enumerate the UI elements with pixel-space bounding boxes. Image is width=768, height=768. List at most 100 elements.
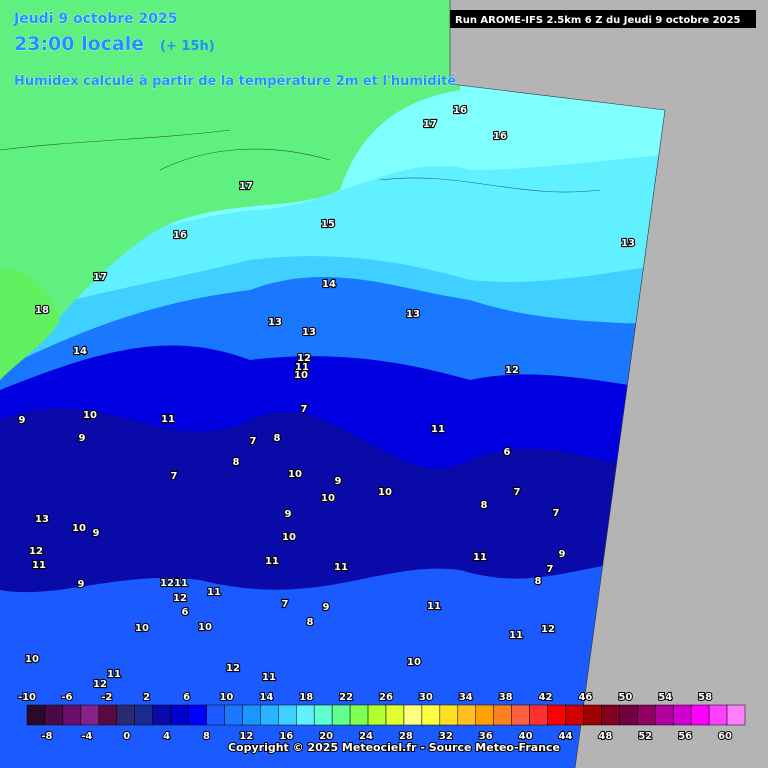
scale-label-bottom: 0 xyxy=(123,731,130,742)
contour-label: 10 xyxy=(25,654,39,665)
scale-label-bottom: 4 xyxy=(163,731,170,742)
contour-label: 11 xyxy=(174,578,188,589)
scale-swatch xyxy=(475,704,494,726)
scale-swatch xyxy=(457,704,476,726)
scale-label-top: -10 xyxy=(18,692,36,703)
scale-label-top: 46 xyxy=(578,692,592,703)
scale-label-top: 10 xyxy=(219,692,233,703)
scale-swatch xyxy=(331,704,351,726)
contour-label: 8 xyxy=(233,457,240,468)
contour-label: 17 xyxy=(423,119,437,130)
contour-label: 15 xyxy=(321,219,335,230)
contour-label: 11 xyxy=(473,552,487,563)
contour-label: 16 xyxy=(173,230,187,241)
contour-label: 8 xyxy=(535,576,542,587)
scale-label-bottom: 32 xyxy=(439,731,453,742)
contour-label: 11 xyxy=(334,562,348,573)
scale-label-bottom: 8 xyxy=(203,731,210,742)
contour-label: 8 xyxy=(481,500,488,511)
color-scale: -10 -6 -2 2 6 10 14 18 22 26 30 34 38 42 46 50 54 58-8 -4 0… xyxy=(17,691,746,743)
scale-swatch xyxy=(62,704,82,726)
scale-label-bottom: 48 xyxy=(598,731,612,742)
contour-label: 10 xyxy=(282,532,296,543)
scale-swatch xyxy=(385,704,405,726)
scale-label-bottom: 28 xyxy=(399,731,413,742)
scale-label-bottom: -8 xyxy=(41,731,52,742)
contour-label: 10 xyxy=(83,410,97,421)
scale-swatch xyxy=(242,704,261,726)
scale-swatch xyxy=(134,704,153,726)
contour-label: 10 xyxy=(378,487,392,498)
contour-label: 12 xyxy=(297,353,311,364)
contour-label: 13 xyxy=(35,514,49,525)
scale-swatch xyxy=(726,704,746,726)
scale-label-bottom: 52 xyxy=(638,731,652,742)
contour-label: 16 xyxy=(493,131,507,142)
scale-swatch xyxy=(547,704,566,726)
time: 23:00 locale xyxy=(14,33,144,55)
scale-swatch xyxy=(116,704,135,726)
contour-label: 13 xyxy=(621,238,635,249)
scale-swatch xyxy=(313,704,333,726)
contour-label: 10 xyxy=(294,370,308,381)
contour-label: 12 xyxy=(541,624,555,635)
contour-label: 10 xyxy=(198,622,212,633)
scale-swatch xyxy=(367,704,387,726)
contour-label: 14 xyxy=(322,279,336,290)
contour-label: 11 xyxy=(32,560,46,571)
contour-label: 13 xyxy=(406,309,420,320)
contour-label: 11 xyxy=(161,414,175,425)
contour-label: 11 xyxy=(207,587,221,598)
scale-label-bottom: -4 xyxy=(81,731,92,742)
scale-swatch xyxy=(529,704,548,726)
contour-label: 11 xyxy=(509,630,523,641)
contour-label: 7 xyxy=(171,471,178,482)
contour-label: 11 xyxy=(427,601,441,612)
contour-label: 12 xyxy=(173,593,187,604)
contour-label: 9 xyxy=(559,549,566,560)
scale-swatch xyxy=(296,704,315,726)
contour-label: 7 xyxy=(553,508,560,519)
scale-swatch xyxy=(583,704,602,726)
scale-label-bottom: 36 xyxy=(479,731,493,742)
scale-swatch xyxy=(170,704,189,726)
scale-label-bottom: 16 xyxy=(279,731,293,742)
contour-label: 10 xyxy=(72,523,86,534)
scale-swatch xyxy=(493,704,512,726)
scale-label-top: 26 xyxy=(379,692,393,703)
contour-label: 9 xyxy=(78,579,85,590)
scale-swatch xyxy=(224,704,243,726)
contour-label: 9 xyxy=(285,509,292,520)
contour-label: 7 xyxy=(547,564,554,575)
contour-label: 7 xyxy=(282,599,289,610)
contour-label: 12 xyxy=(505,365,519,376)
contour-label: 9 xyxy=(323,602,330,613)
scale-label-top: 18 xyxy=(299,692,313,703)
scale-swatch xyxy=(349,704,369,726)
contour-label: 9 xyxy=(79,433,86,444)
scale-swatch xyxy=(619,704,638,726)
scale-swatch xyxy=(655,704,674,726)
scale-label-top: 22 xyxy=(339,692,353,703)
run-info: Run AROME-IFS 2.5km 6 Z du Jeudi 9 octob… xyxy=(455,15,741,26)
contour-label: 11 xyxy=(262,672,276,683)
scale-swatch xyxy=(98,704,118,726)
scale-swatch xyxy=(260,704,279,726)
scale-label-bottom: 20 xyxy=(319,731,333,742)
scale-swatch xyxy=(565,704,584,726)
date: Jeudi 9 octobre 2025 xyxy=(13,11,177,27)
contour-label: 9 xyxy=(19,415,26,426)
scale-swatch xyxy=(80,704,100,726)
scale-label-bottom: 60 xyxy=(718,731,732,742)
contour-label: 8 xyxy=(274,433,281,444)
contour-label: 13 xyxy=(302,327,316,338)
scale-swatch xyxy=(206,704,225,726)
contour-label: 14 xyxy=(73,346,87,357)
scale-label-top: 34 xyxy=(459,692,473,703)
scale-swatch xyxy=(708,704,728,726)
contour-label: 6 xyxy=(504,447,511,458)
scale-swatch xyxy=(421,704,441,726)
scale-label-top: 58 xyxy=(698,692,712,703)
contour-label: 17 xyxy=(93,272,107,283)
